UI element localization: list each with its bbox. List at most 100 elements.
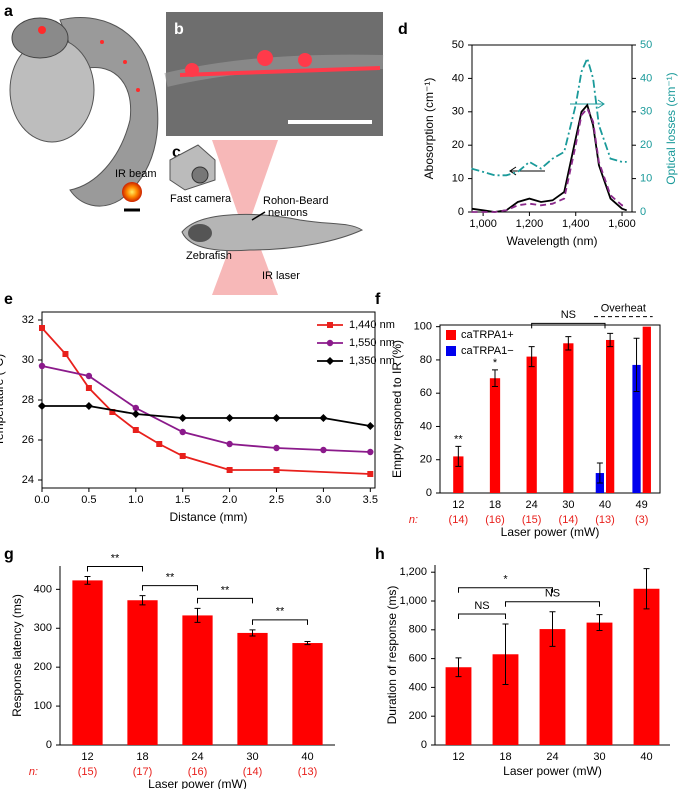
point (132, 404, 140, 412)
point (225, 414, 234, 422)
legend-marker (326, 357, 334, 365)
y-tick-label: 28 (22, 394, 34, 406)
x-tick-label: 1,400 (562, 218, 590, 230)
x-tick-label: 18 (489, 499, 501, 511)
n-label: n: (29, 766, 38, 778)
legend-label: caTRPA1+ (461, 329, 514, 341)
ir-beam-spot (122, 182, 142, 202)
x-axis-title: Laser power (mW) (148, 777, 247, 789)
bracket (197, 597, 253, 604)
bar (632, 364, 641, 493)
neuron-dot (136, 88, 140, 92)
neuron-cell (257, 50, 273, 66)
y-tick-label: 0 (46, 739, 52, 751)
y-tick-label: 26 (22, 434, 34, 446)
significance-label: ** (276, 606, 285, 618)
point (132, 427, 139, 433)
point (179, 453, 186, 459)
legend-label: 1,350 nm (349, 355, 395, 367)
n-label: (14) (243, 766, 263, 778)
y-tick-label: 30 (640, 106, 652, 118)
n-label: (13) (298, 766, 318, 778)
y-axis-title: Response latency (ms) (10, 594, 24, 717)
error-bar (139, 595, 146, 606)
point (366, 422, 375, 430)
x-axis-title: Distance (mm) (169, 510, 247, 524)
y-tick-label: 0 (640, 206, 646, 218)
series-line (471, 55, 627, 177)
y-tick-label: 200 (34, 661, 52, 673)
bar (292, 643, 323, 745)
significance-label: Overheat (601, 303, 646, 315)
y-axis-title: Temperature (°C) (0, 354, 6, 446)
n-label: n: (409, 514, 418, 526)
panel-label: g (4, 546, 14, 563)
x-tick-label: 12 (452, 499, 464, 511)
point (320, 446, 327, 454)
bar (489, 378, 501, 493)
y-axis-title: Empty responed to IR (%) (390, 340, 404, 478)
point (38, 402, 46, 410)
series-line (471, 103, 627, 213)
y-tick-label: 200 (409, 710, 427, 722)
significance-label: ** (221, 584, 230, 596)
y-tick-label: 40 (420, 420, 432, 432)
significance-label: NS (545, 588, 560, 600)
bar (182, 615, 213, 745)
n-label: (14) (559, 514, 579, 526)
y-axis-title: Duration of response (ms) (385, 586, 399, 725)
series-line (41, 327, 371, 475)
point (85, 372, 93, 380)
plot-frame (41, 311, 376, 489)
x-axis-title: Wavelength (nm) (507, 234, 598, 248)
error-bar (596, 614, 603, 632)
error-bar (528, 346, 535, 368)
point (319, 414, 328, 422)
series-line (42, 405, 371, 427)
error-bar (643, 568, 650, 610)
point (367, 471, 374, 477)
significance-label: * (503, 574, 508, 586)
point (85, 385, 92, 391)
point (131, 410, 140, 418)
x-tick-label: 40 (301, 751, 313, 763)
panel-label: h (375, 546, 385, 563)
y-tick-label: 1,200 (399, 566, 427, 578)
panel-label: b (174, 21, 184, 38)
error-bar (565, 336, 572, 351)
n-label: (15) (522, 514, 542, 526)
x-tick-label: 1,600 (608, 218, 636, 230)
bar (453, 456, 464, 493)
bar (642, 326, 651, 493)
point (84, 402, 93, 410)
significance-label: ** (454, 433, 463, 445)
panel-label: d (398, 21, 408, 38)
point (226, 467, 233, 473)
y-axis-title: Abosorption (cm⁻¹) (422, 78, 436, 180)
legend-label: caTRPA1− (461, 345, 514, 357)
series-line (41, 365, 371, 453)
x-tick-label: 49 (636, 499, 648, 511)
y-tick-label: 100 (34, 700, 52, 712)
y-tick-label: 60 (420, 387, 432, 399)
bar (586, 622, 613, 745)
y-tick-label: 32 (22, 314, 34, 326)
y-tick-label: 0 (421, 739, 427, 751)
y-tick-label: 50 (452, 39, 464, 51)
legend-marker (327, 322, 333, 328)
embryo-image (9, 16, 159, 207)
camera-label: Fast camera (170, 193, 232, 205)
series-line (471, 106, 627, 213)
point (226, 440, 233, 448)
laser-cone (212, 220, 278, 295)
error-bar (549, 611, 556, 647)
y-tick-label: 10 (452, 173, 464, 185)
y-tick-label: 100 (414, 321, 432, 333)
significance-label: ** (111, 552, 120, 564)
y-tick-label: 80 (420, 354, 432, 366)
neurons-label: neurons (268, 207, 308, 219)
y-tick-label: 1,000 (399, 595, 427, 607)
error-bar (607, 332, 614, 348)
legend-swatch (446, 330, 456, 340)
